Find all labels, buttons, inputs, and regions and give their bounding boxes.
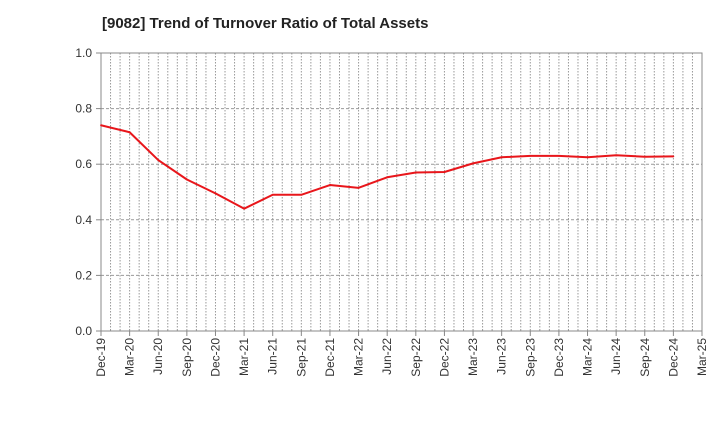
x-tick-label: Dec-23 — [552, 338, 566, 377]
x-tick-label: Mar-24 — [581, 338, 595, 376]
plot-frame — [96, 52, 703, 336]
x-tick-label: Sep-20 — [180, 338, 194, 377]
plot-area-border — [100, 52, 703, 332]
y-axis-tick-labels: 0.0 0.2 0.4 0.6 0.8 1.0 — [75, 46, 92, 338]
y-tick-label: 0.8 — [75, 102, 92, 116]
x-tick-label: Jun-22 — [380, 338, 394, 375]
x-tick-label: Sep-24 — [638, 338, 652, 377]
x-tick-label: Dec-22 — [437, 338, 451, 377]
x-tick-label: Jun-21 — [266, 338, 280, 375]
data-point — [472, 162, 474, 165]
y-tick-label: 0.2 — [75, 268, 92, 282]
x-tick-label: Dec-20 — [208, 338, 222, 377]
data-point — [386, 176, 389, 179]
x-tick-label: Dec-21 — [323, 338, 337, 377]
data-point — [672, 155, 675, 158]
x-tick-label: Sep-22 — [409, 338, 423, 377]
x-tick-label: Sep-21 — [294, 338, 308, 377]
series-layer — [100, 124, 675, 210]
data-point — [443, 171, 446, 173]
data-point — [586, 156, 589, 159]
data-point — [357, 186, 360, 189]
data-point — [414, 171, 417, 174]
grid-lines — [101, 53, 702, 331]
data-point — [643, 155, 646, 158]
x-tick-label: Dec-24 — [666, 338, 680, 377]
data-point — [329, 184, 331, 186]
chart-title: [9082] Trend of Turnover Ratio of Total … — [102, 15, 429, 32]
x-tick-label: Mar-25 — [695, 338, 709, 376]
data-point — [214, 192, 217, 195]
x-tick-label: Jun-24 — [609, 338, 623, 375]
data-point — [100, 124, 102, 127]
y-tick-label: 0.0 — [75, 324, 92, 338]
data-point — [185, 178, 188, 181]
data-point — [157, 159, 160, 161]
data-point — [558, 154, 560, 157]
x-tick-label: Mar-21 — [237, 338, 251, 376]
y-tick-label: 0.6 — [75, 157, 92, 171]
x-tick-label: Jun-20 — [151, 338, 165, 375]
x-axis-tick-labels: Dec-19 Mar-20 Jun-20 Sep-20 Dec-20 Mar-21 Jun-… — [94, 338, 709, 377]
data-point — [128, 131, 131, 134]
data-point — [243, 207, 245, 210]
data-point — [300, 193, 303, 196]
x-tick-label: Mar-22 — [352, 338, 366, 376]
x-tick-label: Mar-20 — [123, 338, 137, 376]
data-point — [529, 154, 532, 157]
data-point — [500, 156, 503, 159]
x-tick-label: Sep-23 — [523, 338, 537, 377]
y-tick-label: 1.0 — [75, 46, 92, 60]
x-tick-label: Mar-23 — [466, 338, 480, 376]
data-point — [615, 154, 618, 157]
y-tick-label: 0.4 — [75, 213, 92, 227]
data-point — [271, 193, 274, 196]
x-tick-label: Jun-23 — [495, 338, 509, 375]
x-tick-label: Dec-19 — [94, 338, 108, 377]
